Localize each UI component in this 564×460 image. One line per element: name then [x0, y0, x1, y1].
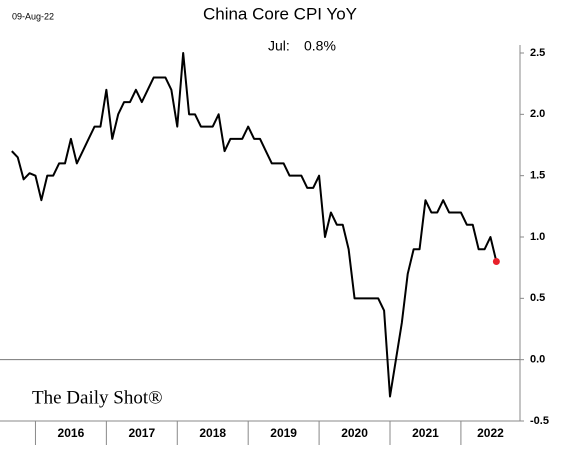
x-tick-label: 2022 [477, 426, 504, 440]
y-tick-label: 1.5 [530, 170, 545, 182]
watermark: The Daily Shot® [32, 387, 163, 408]
y-tick-label: 1.0 [530, 231, 545, 243]
last-point [492, 258, 500, 266]
x-tick-label: 2020 [341, 426, 368, 440]
x-tick-label: 2016 [58, 426, 85, 440]
annotation-value: 0.8% [304, 38, 336, 54]
y-tick-label: 2.0 [530, 108, 545, 120]
line [11, 52, 498, 398]
annotation-label: Jul: [268, 38, 290, 54]
y-tick-label: 0.0 [530, 354, 545, 366]
y-tick-label: -0.5 [530, 415, 549, 427]
x-tick-label: 2017 [128, 426, 155, 440]
y-tick-label: 0.5 [530, 292, 545, 304]
date-label: 09-Aug-22 [12, 11, 54, 21]
x-tick-label: 2018 [199, 426, 226, 440]
x-tick-label: 2019 [270, 426, 297, 440]
y-tick-label: 2.5 [530, 47, 545, 59]
chart-title: China Core CPI YoY [203, 4, 357, 23]
x-tick-label: 2021 [412, 426, 439, 440]
